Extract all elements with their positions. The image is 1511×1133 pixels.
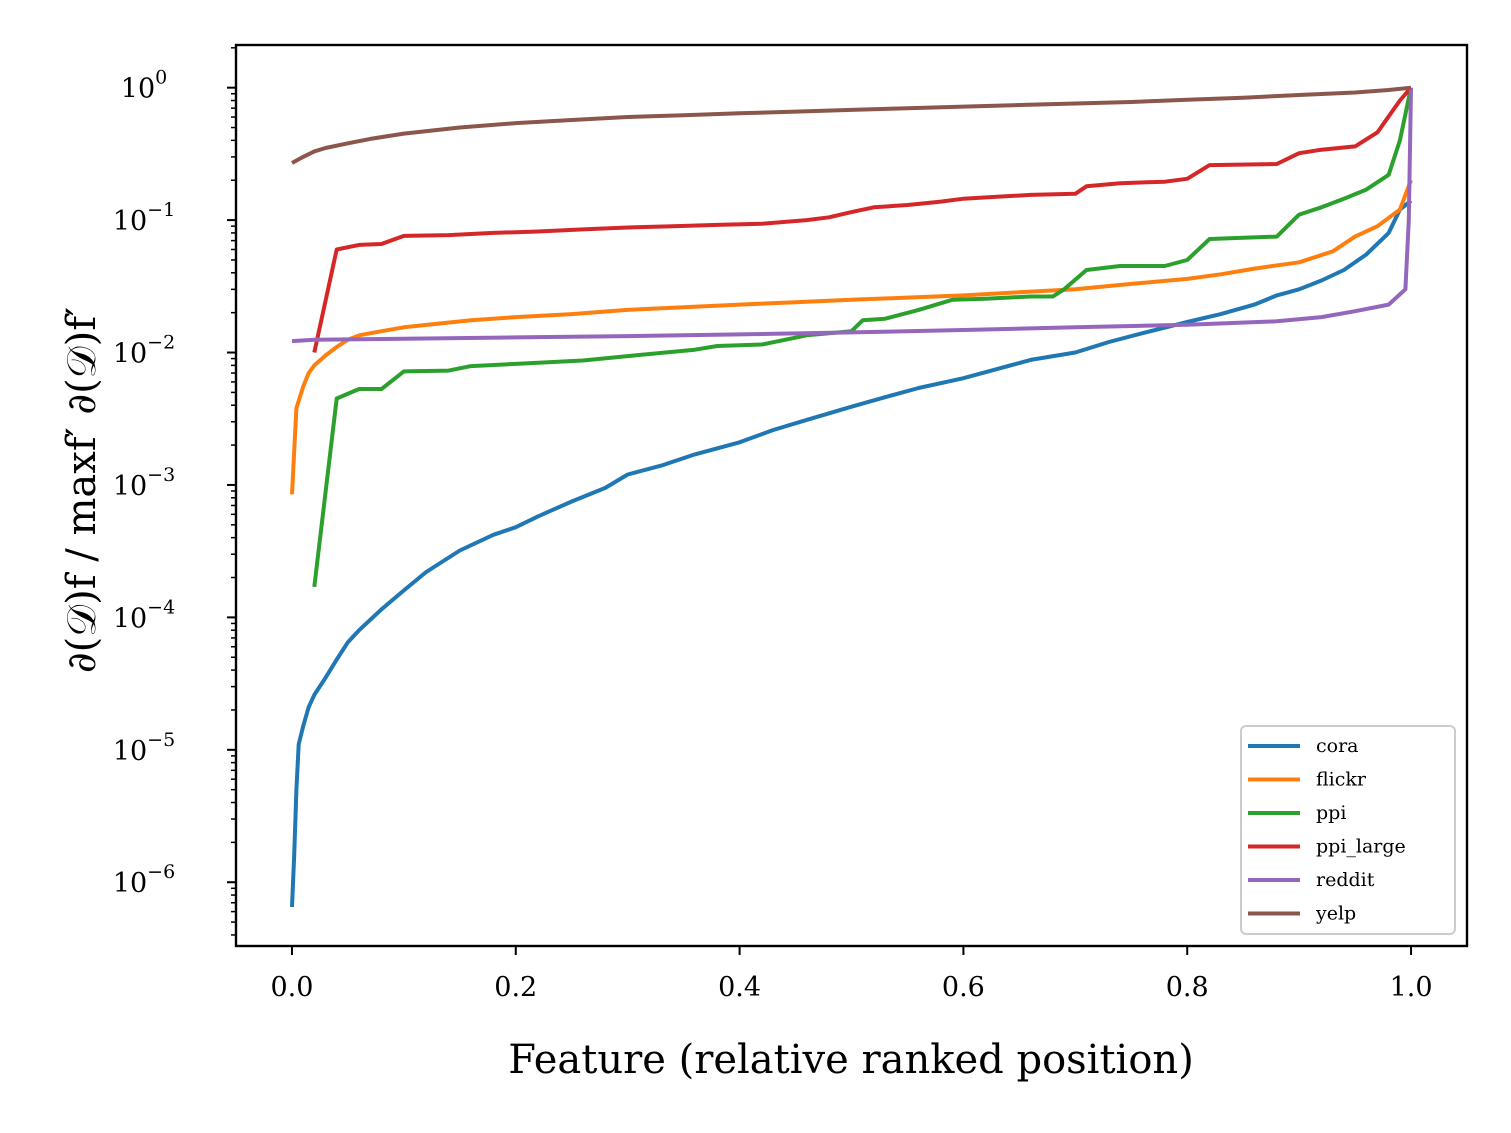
plot-lines xyxy=(290,85,1413,908)
y-axis-label: ∂(𝒟)f / maxf′ ∂(𝒟)f′ xyxy=(59,307,105,673)
legend-label-ppi: ppi xyxy=(1316,802,1346,824)
y-axis-label-group: ∂(𝒟)f / maxf′ ∂(𝒟)f′ xyxy=(59,307,105,673)
legend-label-cora: cora xyxy=(1316,735,1359,757)
y-tick-exponent: 0 xyxy=(155,67,167,89)
x-axis-ticks: 0.0 0.2 0.4 0.6 0.8 1.0 xyxy=(270,946,1433,1003)
series-line-reddit xyxy=(291,87,1413,344)
y-tick-base: 10 xyxy=(113,206,147,237)
x-axis-label: Feature (relative ranked position) xyxy=(508,1037,1194,1083)
y-tick-exponent: −1 xyxy=(147,199,175,221)
y-tick-base: 10 xyxy=(113,603,147,634)
series-line-flickr xyxy=(290,179,1413,495)
y-tick-label: 10−5 xyxy=(113,729,175,767)
series-line-ppi_large xyxy=(312,86,1413,353)
y-tick-label: 100 xyxy=(121,67,167,105)
y-tick-label: 10−3 xyxy=(113,464,175,502)
y-tick-exponent: −6 xyxy=(147,861,175,883)
y-tick-label: 10−6 xyxy=(113,861,175,899)
x-tick-label: 0.4 xyxy=(718,972,761,1003)
x-tick-label: 1.0 xyxy=(1390,972,1433,1003)
series-line-cora xyxy=(290,199,1413,908)
y-tick-base: 10 xyxy=(113,339,147,370)
y-tick-base: 10 xyxy=(121,74,155,105)
y-tick-exponent: −5 xyxy=(147,729,175,751)
x-tick-label: 0.6 xyxy=(942,972,985,1003)
y-tick-label: 10−4 xyxy=(113,596,175,634)
legend-label-flickr: flickr xyxy=(1316,769,1367,791)
y-tick-base: 10 xyxy=(113,471,147,502)
y-tick-label: 10−2 xyxy=(113,332,175,370)
x-tick-label: 0.2 xyxy=(494,972,537,1003)
legend-label-ppi_large: ppi_large xyxy=(1316,836,1406,858)
legend-label-yelp: yelp xyxy=(1315,903,1356,925)
y-tick-base: 10 xyxy=(113,868,147,899)
legend-label-reddit: reddit xyxy=(1316,869,1375,891)
y-tick-label: 10−1 xyxy=(113,199,175,237)
x-tick-label: 0.0 xyxy=(270,972,313,1003)
series-line-ppi xyxy=(312,87,1413,588)
y-tick-base: 10 xyxy=(113,736,147,767)
y-tick-exponent: −3 xyxy=(147,464,175,486)
y-tick-exponent: −2 xyxy=(147,332,175,354)
x-tick-label: 0.8 xyxy=(1166,972,1209,1003)
series-line-yelp xyxy=(291,85,1412,165)
y-tick-exponent: −4 xyxy=(147,596,175,618)
plot-frame xyxy=(234,43,1469,948)
